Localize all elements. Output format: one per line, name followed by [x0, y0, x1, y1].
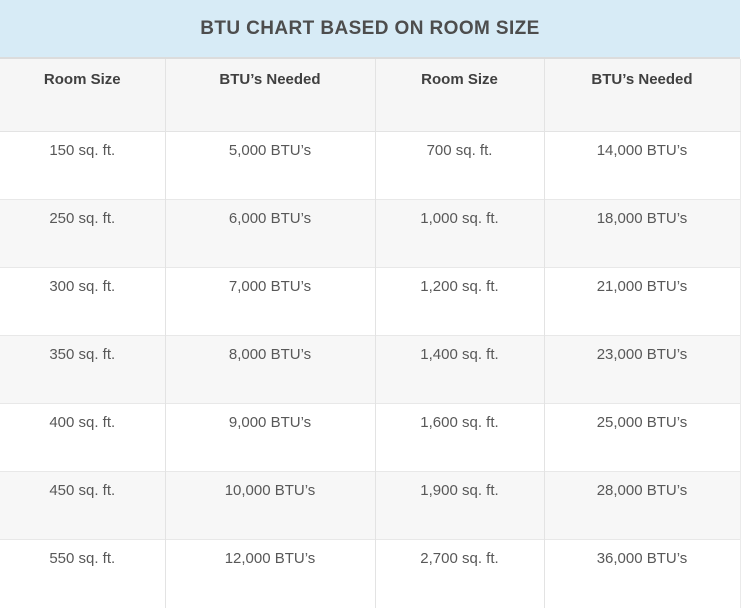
- room-size-cell: 1,400 sq. ft.: [374, 334, 544, 403]
- btus-needed-cell: 21,000 BTU’s: [543, 266, 741, 335]
- room-size-cell: 300 sq. ft.: [0, 266, 165, 335]
- btus-needed-cell: 36,000 BTU’s: [543, 538, 741, 608]
- table-header-row: Room Size BTU’s Needed Room Size BTU’s N…: [0, 59, 741, 132]
- btus-needed-cell: 10,000 BTU’s: [164, 470, 375, 539]
- room-size-cell: 1,600 sq. ft.: [374, 402, 544, 471]
- btus-needed-cell: 5,000 BTU’s: [164, 131, 375, 199]
- column-header-room-size-left: Room Size: [0, 59, 165, 132]
- btus-needed-cell: 28,000 BTU’s: [543, 470, 741, 539]
- btus-needed-cell: 14,000 BTU’s: [543, 131, 741, 199]
- table-row: 150 sq. ft. 5,000 BTU’s 700 sq. ft. 14,0…: [0, 131, 741, 199]
- btus-needed-cell: 18,000 BTU’s: [543, 198, 741, 267]
- column-header-btus-needed-right: BTU’s Needed: [543, 59, 741, 132]
- btus-needed-cell: 23,000 BTU’s: [543, 334, 741, 403]
- room-size-cell: 2,700 sq. ft.: [374, 538, 544, 608]
- btu-table: Room Size BTU’s Needed Room Size BTU’s N…: [0, 59, 741, 608]
- room-size-cell: 1,900 sq. ft.: [374, 470, 544, 539]
- room-size-cell: 350 sq. ft.: [0, 334, 165, 403]
- table-row: 350 sq. ft. 8,000 BTU’s 1,400 sq. ft. 23…: [0, 334, 741, 403]
- room-size-cell: 700 sq. ft.: [374, 131, 544, 199]
- table-row: 450 sq. ft. 10,000 BTU’s 1,900 sq. ft. 2…: [0, 470, 741, 539]
- btus-needed-cell: 9,000 BTU’s: [164, 402, 375, 471]
- room-size-cell: 250 sq. ft.: [0, 198, 165, 267]
- table-row: 250 sq. ft. 6,000 BTU’s 1,000 sq. ft. 18…: [0, 198, 741, 267]
- page-title: BTU CHART BASED ON ROOM SIZE: [200, 17, 540, 39]
- column-header-btus-needed-left: BTU’s Needed: [164, 59, 375, 132]
- table-row: 550 sq. ft. 12,000 BTU’s 2,700 sq. ft. 3…: [0, 538, 741, 608]
- room-size-cell: 1,200 sq. ft.: [374, 266, 544, 335]
- room-size-cell: 150 sq. ft.: [0, 131, 165, 199]
- table-row: 300 sq. ft. 7,000 BTU’s 1,200 sq. ft. 21…: [0, 266, 741, 335]
- btus-needed-cell: 7,000 BTU’s: [164, 266, 375, 335]
- room-size-cell: 550 sq. ft.: [0, 538, 165, 608]
- btus-needed-cell: 6,000 BTU’s: [164, 198, 375, 267]
- room-size-cell: 400 sq. ft.: [0, 402, 165, 471]
- column-header-room-size-right: Room Size: [374, 59, 544, 132]
- table-row: 400 sq. ft. 9,000 BTU’s 1,600 sq. ft. 25…: [0, 402, 741, 471]
- btus-needed-cell: 12,000 BTU’s: [164, 538, 375, 608]
- room-size-cell: 450 sq. ft.: [0, 470, 165, 539]
- chart-title-bar: BTU CHART BASED ON ROOM SIZE: [0, 0, 740, 59]
- btus-needed-cell: 25,000 BTU’s: [543, 402, 741, 471]
- room-size-cell: 1,000 sq. ft.: [374, 198, 544, 267]
- btus-needed-cell: 8,000 BTU’s: [164, 334, 375, 403]
